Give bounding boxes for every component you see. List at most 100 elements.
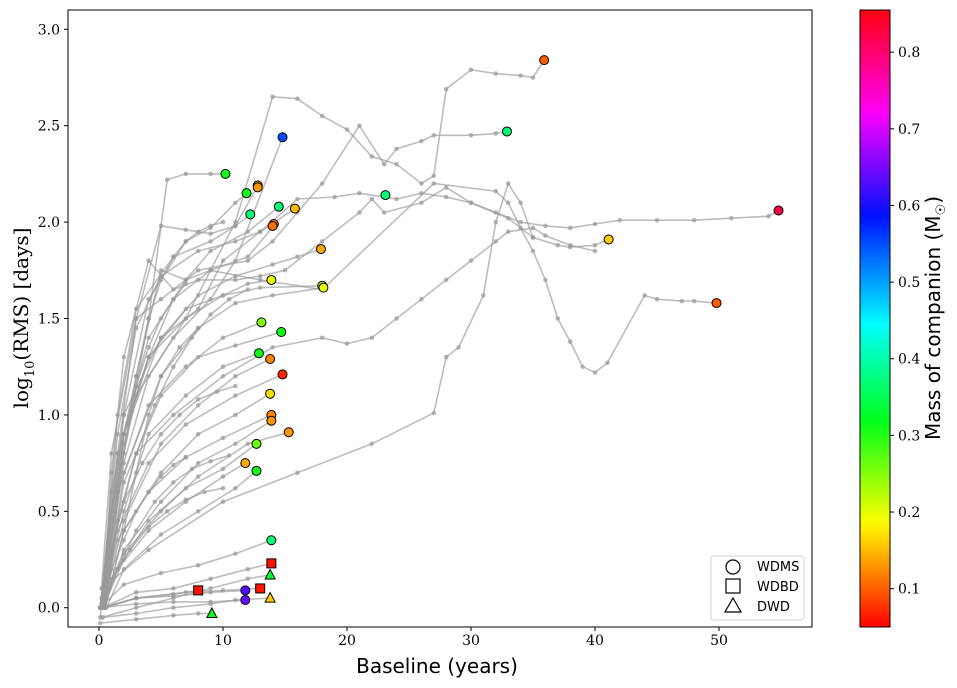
track-point xyxy=(319,335,325,341)
wdms-point xyxy=(266,415,277,426)
track-point xyxy=(220,374,226,379)
track-point xyxy=(208,239,213,244)
track-point xyxy=(183,422,189,427)
wdbd-point xyxy=(266,558,277,569)
track-point xyxy=(233,200,238,206)
track-point xyxy=(146,518,151,524)
track-point xyxy=(543,233,548,238)
track-point xyxy=(245,287,251,292)
track-line xyxy=(105,470,258,609)
track-point xyxy=(257,229,263,234)
track-point xyxy=(146,412,151,418)
track-point xyxy=(195,403,201,408)
track-point xyxy=(394,316,399,321)
track-line xyxy=(100,321,262,608)
track-point xyxy=(195,431,201,437)
track-point xyxy=(121,582,127,587)
wdms-point xyxy=(266,274,277,285)
track-point xyxy=(195,268,201,273)
track-point xyxy=(171,296,176,302)
track-point xyxy=(592,248,598,254)
track-point xyxy=(146,524,151,529)
track-line xyxy=(99,539,272,609)
track-point xyxy=(691,298,697,304)
track-point xyxy=(164,177,170,182)
x-tick-label: 40 xyxy=(586,633,604,649)
track-point xyxy=(679,298,685,304)
wdms-point xyxy=(277,369,288,380)
track-point xyxy=(109,451,114,456)
track-point xyxy=(369,196,375,202)
track-point xyxy=(208,223,213,229)
track-line xyxy=(100,373,283,599)
colorbar-tick-label: 0.7 xyxy=(898,122,920,138)
track-point xyxy=(121,499,127,505)
track-point xyxy=(233,485,238,491)
track-point xyxy=(183,485,189,491)
y-tick-label: 3.0 xyxy=(38,22,60,38)
track-point xyxy=(208,601,213,607)
x-tick-label: 0 xyxy=(95,633,104,649)
track-point xyxy=(233,393,238,398)
wdms-point xyxy=(711,298,722,309)
legend-box xyxy=(710,555,805,621)
colorbar-tick-label: 0.4 xyxy=(898,352,920,368)
track-point xyxy=(518,219,523,225)
legend-label-wdms: WDMS xyxy=(757,560,799,575)
track-point xyxy=(97,620,103,626)
track-point xyxy=(133,528,139,533)
track-point xyxy=(183,277,189,283)
track-point xyxy=(481,293,486,298)
colorbar-tick-label: 0.1 xyxy=(898,582,920,598)
track-point xyxy=(183,239,189,244)
track-point xyxy=(133,617,139,622)
track-point xyxy=(642,293,647,298)
track-point xyxy=(592,221,598,227)
track-point xyxy=(226,453,232,458)
track-point xyxy=(592,242,598,248)
track-point xyxy=(183,455,189,460)
track-point xyxy=(164,509,170,514)
track-point xyxy=(245,281,251,287)
track-point xyxy=(580,364,585,370)
legend-triangle-marker xyxy=(723,596,743,613)
track-point xyxy=(208,248,213,254)
track-point xyxy=(766,214,771,219)
dwd-point xyxy=(264,568,276,580)
track-point xyxy=(115,537,120,543)
track-point xyxy=(381,162,387,167)
track-point xyxy=(592,370,598,375)
track-point xyxy=(100,605,105,610)
track-point xyxy=(233,300,238,306)
wdms-point xyxy=(773,205,784,216)
track-point xyxy=(121,412,127,418)
legend-label-dwd: DWD xyxy=(757,600,790,615)
track-point xyxy=(146,547,151,553)
track-point xyxy=(220,588,226,593)
legend-label-wdbd: WDBD xyxy=(757,580,799,595)
track-point xyxy=(443,354,449,360)
track-point xyxy=(158,277,164,283)
track-point xyxy=(183,281,189,287)
track-point xyxy=(214,389,220,395)
track-point xyxy=(208,312,213,317)
legend-square-marker xyxy=(725,578,741,594)
dwd-point xyxy=(206,606,218,619)
track-point xyxy=(183,497,189,503)
track-point xyxy=(530,235,536,240)
track-point xyxy=(183,306,189,312)
track-point xyxy=(530,75,536,80)
track-point xyxy=(319,113,325,119)
track-point xyxy=(295,470,300,476)
track-point xyxy=(152,403,158,408)
track-point xyxy=(158,296,164,302)
track-point xyxy=(133,325,139,331)
wdms-point xyxy=(267,220,278,231)
track-point xyxy=(493,210,499,215)
track-point xyxy=(233,273,238,279)
y-tick-label: 2.5 xyxy=(38,119,60,135)
wdms-point xyxy=(256,317,267,328)
track-line xyxy=(103,331,282,608)
track-point xyxy=(195,354,201,360)
track-point xyxy=(171,586,176,591)
